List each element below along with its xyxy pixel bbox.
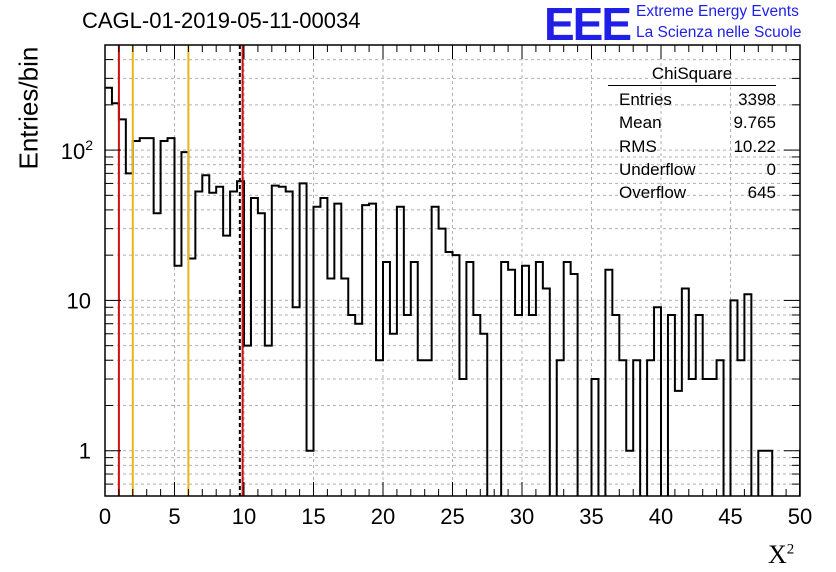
x-axis-label: X2 (768, 540, 795, 569)
stats-label: Underflow (619, 159, 696, 179)
y-tick-label: 10 (67, 288, 91, 313)
stats-value: 9.765 (733, 113, 776, 133)
eee-logo-line1: Extreme Energy Events (636, 3, 799, 20)
x-tick-label: 25 (440, 504, 464, 529)
chart-title: CAGL-01-2019-05-11-00034 (82, 8, 361, 33)
stats-box: ChiSquare Entries 3398 Mean 9.765 RMS 10… (608, 64, 776, 204)
y-axis-label: Entries/bin (13, 46, 44, 170)
stats-box-name: ChiSquare (608, 64, 776, 86)
x-tick-label: 50 (788, 504, 812, 529)
x-tick-label: 30 (510, 504, 534, 529)
x-tick-label: 20 (371, 504, 395, 529)
stats-value: 645 (747, 183, 776, 203)
x-tick-label: 40 (649, 504, 673, 529)
x-tick-label: 5 (168, 504, 180, 529)
x-tick-label: 15 (301, 504, 325, 529)
stats-row-entries: Entries 3398 (608, 88, 776, 111)
stats-value: 0 (766, 159, 776, 179)
stats-row-underflow: Underflow 0 (608, 158, 776, 181)
stats-row-rms: RMS 10.22 (608, 135, 776, 158)
x-tick-label: 35 (579, 504, 603, 529)
x-tick-label: 0 (99, 504, 111, 529)
histogram-series (105, 86, 800, 496)
stats-label: Mean (619, 113, 662, 133)
eee-logo-line2: La Scienza nelle Scuole (636, 24, 802, 41)
stats-value: 3398 (738, 90, 776, 109)
stats-row-mean: Mean 9.765 (608, 111, 776, 134)
stats-label: Entries (619, 90, 672, 109)
y-tick-label: 1 (79, 439, 91, 464)
stats-row-overflow: Overflow 645 (608, 181, 776, 204)
stats-label: Overflow (619, 183, 687, 203)
x-tick-label: 10 (232, 504, 256, 529)
y-tick-label: 102 (61, 137, 93, 164)
x-tick-label: 45 (718, 504, 742, 529)
stats-value: 10.22 (733, 136, 776, 156)
stats-label: RMS (619, 136, 657, 156)
eee-logo: EEE (544, 0, 632, 50)
